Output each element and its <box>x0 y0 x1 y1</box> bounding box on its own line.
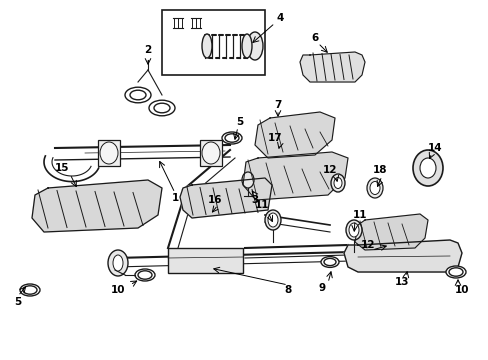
Ellipse shape <box>224 134 239 142</box>
Polygon shape <box>254 112 334 158</box>
Polygon shape <box>32 180 162 232</box>
Ellipse shape <box>346 220 361 240</box>
Ellipse shape <box>348 223 358 237</box>
Text: 5: 5 <box>236 117 243 127</box>
Bar <box>98 140 120 166</box>
Bar <box>162 10 264 75</box>
Ellipse shape <box>135 269 155 281</box>
Text: 8: 8 <box>284 285 291 295</box>
Ellipse shape <box>130 90 146 100</box>
Bar <box>200 140 222 166</box>
Ellipse shape <box>369 181 379 194</box>
Text: 7: 7 <box>274 100 281 110</box>
Text: 16: 16 <box>207 195 222 205</box>
Text: 15: 15 <box>55 163 69 173</box>
Ellipse shape <box>202 142 220 164</box>
Polygon shape <box>299 52 364 82</box>
Ellipse shape <box>333 177 341 189</box>
Ellipse shape <box>330 174 345 192</box>
Ellipse shape <box>445 266 465 278</box>
Bar <box>168 248 243 273</box>
Polygon shape <box>354 214 427 250</box>
Text: 12: 12 <box>360 240 374 250</box>
Ellipse shape <box>20 284 40 296</box>
Text: 1: 1 <box>171 193 178 203</box>
Text: 11: 11 <box>352 210 366 220</box>
Text: 11: 11 <box>254 200 269 210</box>
Ellipse shape <box>242 172 253 188</box>
Ellipse shape <box>108 250 128 276</box>
Ellipse shape <box>149 100 175 116</box>
Ellipse shape <box>23 286 37 294</box>
Ellipse shape <box>100 142 118 164</box>
Text: 12: 12 <box>322 165 337 175</box>
Text: 4: 4 <box>276 13 283 23</box>
Ellipse shape <box>324 258 335 266</box>
Text: 6: 6 <box>311 33 318 43</box>
Ellipse shape <box>154 103 170 113</box>
Ellipse shape <box>242 34 251 58</box>
Ellipse shape <box>202 34 212 58</box>
Text: 9: 9 <box>318 283 325 293</box>
Ellipse shape <box>412 150 442 186</box>
Ellipse shape <box>448 268 462 276</box>
Text: 10: 10 <box>454 285 468 295</box>
Ellipse shape <box>246 32 263 60</box>
Ellipse shape <box>366 178 382 198</box>
Polygon shape <box>243 152 347 200</box>
Ellipse shape <box>125 87 151 103</box>
Ellipse shape <box>113 255 123 271</box>
Text: 14: 14 <box>427 143 442 153</box>
Text: 3: 3 <box>251 195 258 205</box>
Text: 13: 13 <box>394 277 408 287</box>
Text: 17: 17 <box>267 133 282 143</box>
Polygon shape <box>180 178 271 218</box>
Ellipse shape <box>264 210 281 230</box>
Ellipse shape <box>320 257 338 267</box>
Polygon shape <box>343 240 461 272</box>
Text: 2: 2 <box>144 45 151 55</box>
Text: 18: 18 <box>372 165 386 175</box>
Text: 5: 5 <box>14 297 21 307</box>
Text: 10: 10 <box>110 285 125 295</box>
Ellipse shape <box>267 213 278 227</box>
Ellipse shape <box>138 271 152 279</box>
Ellipse shape <box>419 158 435 178</box>
Ellipse shape <box>222 132 242 144</box>
